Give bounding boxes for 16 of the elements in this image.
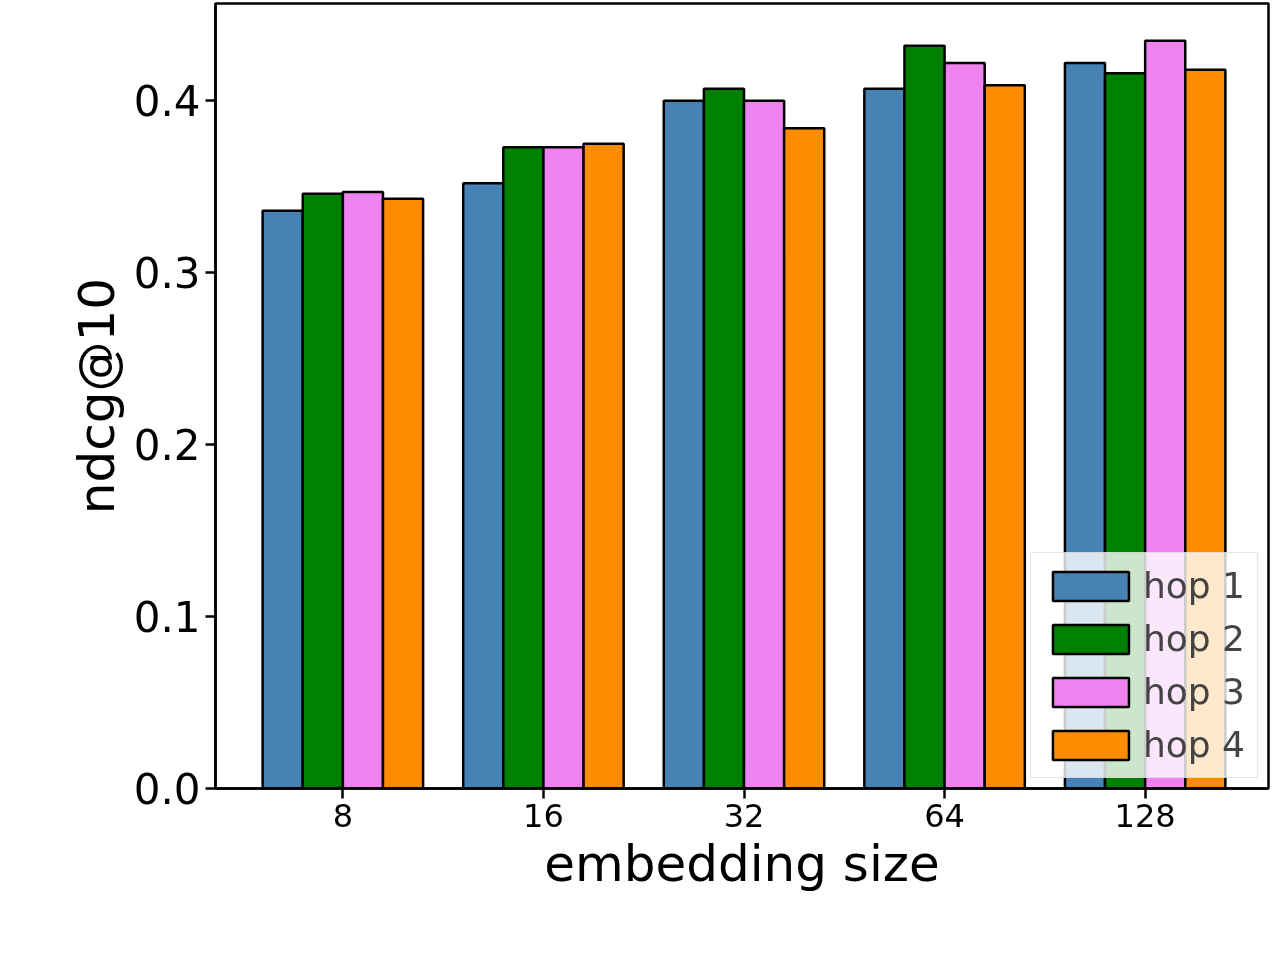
y-tick-label: 0.4 xyxy=(133,77,201,127)
legend-label: hop 1 xyxy=(1142,565,1245,606)
legend-label: hop 3 xyxy=(1142,671,1245,712)
y-tick-label: 0.2 xyxy=(133,421,201,471)
x-tick-label: 16 xyxy=(523,796,564,835)
y-tick-label: 0.3 xyxy=(133,249,201,299)
x-tick-label: 32 xyxy=(723,796,765,835)
legend-label: hop 4 xyxy=(1142,724,1245,765)
x-tick-label: 128 xyxy=(1114,796,1176,835)
y-tick-label: 0.1 xyxy=(133,593,201,643)
y-axis-title: ndcg@10 xyxy=(67,277,126,515)
legend-label: hop 2 xyxy=(1142,618,1245,659)
x-tick-label: 64 xyxy=(924,796,965,835)
y-tick-label: 0.0 xyxy=(133,765,201,814)
x-axis-title: embedding size xyxy=(544,834,940,893)
x-tick-label: 8 xyxy=(332,796,354,835)
